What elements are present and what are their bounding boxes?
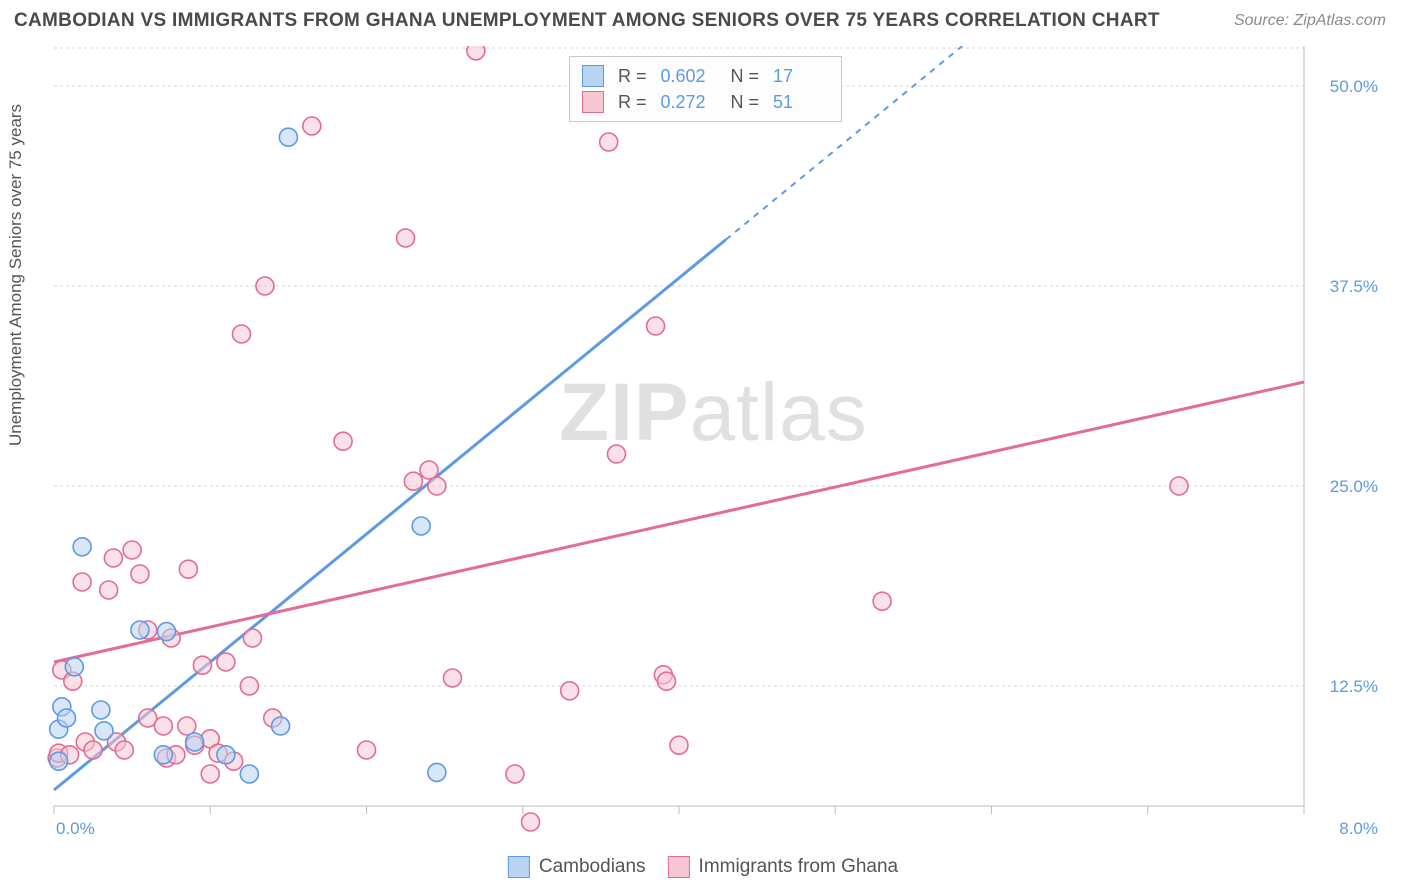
- legend-item-1: Cambodians: [508, 856, 646, 878]
- svg-text:0.0%: 0.0%: [56, 819, 95, 838]
- source-label: Source: ZipAtlas.com: [1234, 12, 1386, 30]
- swatch-bottom-2: [668, 856, 690, 878]
- y-axis-label: Unemployment Among Seniors over 75 years: [6, 104, 26, 446]
- svg-text:12.5%: 12.5%: [1330, 677, 1378, 696]
- chart-header: CAMBODIAN VS IMMIGRANTS FROM GHANA UNEMP…: [0, 0, 1406, 38]
- swatch-series-2: [582, 91, 604, 113]
- r-label-1: R =: [618, 66, 647, 87]
- swatch-bottom-1: [508, 856, 530, 878]
- r-label-2: R =: [618, 92, 647, 113]
- swatch-series-1: [582, 65, 604, 87]
- legend-item-2: Immigrants from Ghana: [668, 856, 899, 878]
- legend-label-1: Cambodians: [539, 856, 646, 878]
- legend-label-2: Immigrants from Ghana: [699, 856, 899, 878]
- r-value-2: 0.272: [661, 92, 717, 113]
- svg-text:50.0%: 50.0%: [1330, 77, 1378, 96]
- series-legend: Cambodians Immigrants from Ghana: [508, 856, 898, 878]
- correlation-legend: R = 0.602 N = 17 R = 0.272 N = 51: [569, 56, 842, 122]
- scatter-chart-svg: 12.5% 25.0% 37.5% 50.0% 0.0% 8.0%: [46, 46, 1384, 842]
- n-value-2: 51: [773, 92, 829, 113]
- legend-row-1: R = 0.602 N = 17: [582, 63, 829, 89]
- chart-title: CAMBODIAN VS IMMIGRANTS FROM GHANA UNEMP…: [14, 10, 1160, 32]
- chart-area: 12.5% 25.0% 37.5% 50.0% 0.0% 8.0%: [46, 46, 1384, 842]
- n-value-1: 17: [773, 66, 829, 87]
- n-label-1: N =: [731, 66, 760, 87]
- svg-text:8.0%: 8.0%: [1339, 819, 1378, 838]
- svg-text:37.5%: 37.5%: [1330, 277, 1378, 296]
- svg-text:25.0%: 25.0%: [1330, 477, 1378, 496]
- n-label-2: N =: [731, 92, 760, 113]
- legend-row-2: R = 0.272 N = 51: [582, 89, 829, 115]
- r-value-1: 0.602: [661, 66, 717, 87]
